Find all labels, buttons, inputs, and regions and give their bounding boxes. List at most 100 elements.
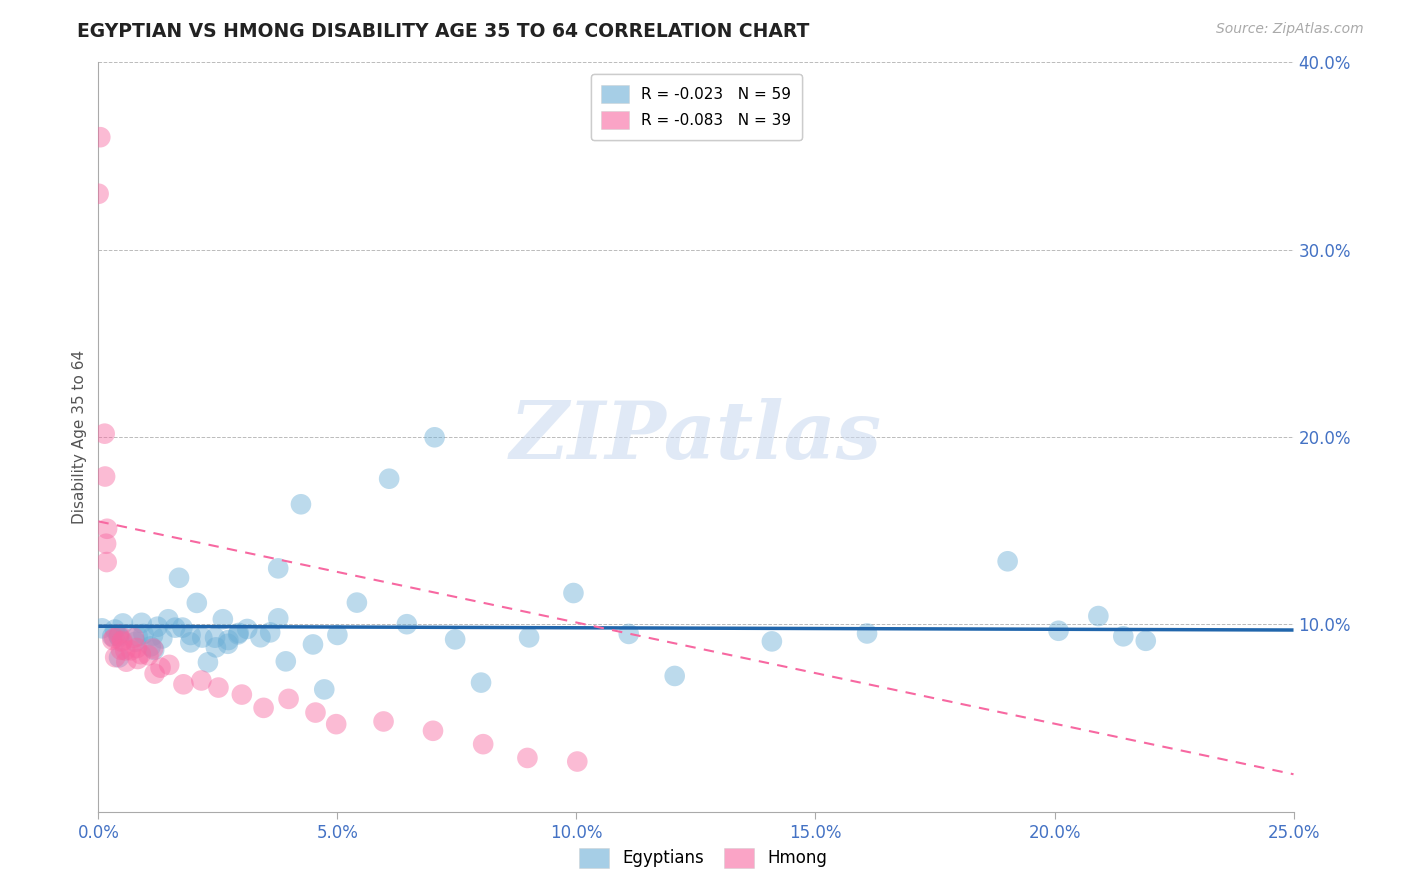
Point: [139, 640, 162, 654]
Text: EGYPTIAN VS HMONG DISABILITY AGE 35 TO 64 CORRELATION CHART: EGYPTIAN VS HMONG DISABILITY AGE 35 TO 6…: [77, 22, 810, 41]
Point: [277, 692, 299, 706]
Point: [302, 637, 325, 651]
Point: [101, 632, 124, 647]
Point: [274, 654, 297, 668]
Point: [664, 669, 686, 683]
Point: [87, 186, 110, 201]
Point: [395, 617, 418, 632]
Point: [96, 522, 118, 536]
Point: [115, 655, 138, 669]
Point: [114, 643, 136, 657]
Point: [207, 681, 229, 695]
Text: ZIPatlas: ZIPatlas: [510, 399, 882, 475]
Point: [150, 632, 173, 646]
Point: [562, 586, 585, 600]
Point: [314, 682, 336, 697]
Point: [103, 631, 125, 645]
Point: [146, 620, 169, 634]
Point: [143, 643, 166, 657]
Point: [346, 596, 368, 610]
Point: [179, 635, 201, 649]
Point: [111, 616, 134, 631]
Point: [252, 701, 274, 715]
Point: [378, 472, 401, 486]
Point: [107, 629, 129, 643]
Point: [325, 717, 347, 731]
Legend: R = -0.023   N = 59, R = -0.083   N = 39: R = -0.023 N = 59, R = -0.083 N = 39: [591, 74, 801, 140]
Point: [122, 631, 145, 645]
Point: [96, 555, 118, 569]
Point: [217, 637, 239, 651]
Point: [191, 631, 214, 645]
Point: [101, 629, 124, 643]
Point: [197, 655, 219, 669]
Point: [211, 612, 233, 626]
Point: [259, 625, 281, 640]
Point: [91, 621, 114, 635]
Point: [470, 675, 492, 690]
Point: [567, 755, 589, 769]
Point: [1112, 629, 1135, 643]
Point: [132, 627, 155, 641]
Point: [1135, 633, 1157, 648]
Point: [143, 666, 166, 681]
Point: [1087, 609, 1109, 624]
Point: [104, 623, 127, 637]
Point: [422, 723, 444, 738]
Point: [110, 643, 132, 657]
Point: [373, 714, 395, 729]
Point: [157, 612, 180, 626]
Point: [172, 621, 194, 635]
Point: [190, 673, 212, 688]
Point: [120, 643, 142, 657]
Point: [104, 650, 127, 665]
Point: [516, 751, 538, 765]
Text: Source: ZipAtlas.com: Source: ZipAtlas.com: [1216, 22, 1364, 37]
Point: [997, 554, 1019, 568]
Point: [138, 648, 160, 663]
Point: [127, 652, 149, 666]
Point: [127, 629, 149, 643]
Point: [172, 677, 194, 691]
Point: [267, 611, 290, 625]
Y-axis label: Disability Age 35 to 64: Disability Age 35 to 64: [72, 350, 87, 524]
Point: [304, 706, 326, 720]
Point: [142, 628, 165, 642]
Point: [149, 660, 172, 674]
Point: [180, 628, 202, 642]
Point: [94, 469, 117, 483]
Point: [217, 633, 239, 648]
Point: [761, 634, 783, 648]
Point: [326, 628, 349, 642]
Point: [617, 627, 640, 641]
Point: [249, 630, 271, 644]
Point: [94, 537, 117, 551]
Point: [89, 130, 111, 145]
Point: [142, 641, 165, 656]
Point: [111, 634, 134, 648]
Point: [131, 615, 153, 630]
Point: [157, 657, 180, 672]
Point: [108, 650, 131, 665]
Point: [124, 635, 146, 649]
Point: [167, 571, 190, 585]
Point: [267, 561, 290, 575]
Point: [444, 632, 467, 647]
Point: [165, 621, 187, 635]
Point: [1047, 624, 1070, 638]
Legend: Egyptians, Hmong: Egyptians, Hmong: [572, 841, 834, 875]
Point: [111, 633, 134, 648]
Point: [472, 737, 495, 751]
Point: [517, 631, 540, 645]
Point: [423, 430, 446, 444]
Point: [108, 630, 131, 644]
Point: [93, 426, 115, 441]
Point: [186, 596, 208, 610]
Point: [204, 631, 226, 645]
Point: [236, 622, 259, 636]
Point: [205, 640, 228, 655]
Point: [125, 640, 148, 655]
Point: [226, 627, 249, 641]
Point: [129, 647, 152, 661]
Point: [856, 626, 879, 640]
